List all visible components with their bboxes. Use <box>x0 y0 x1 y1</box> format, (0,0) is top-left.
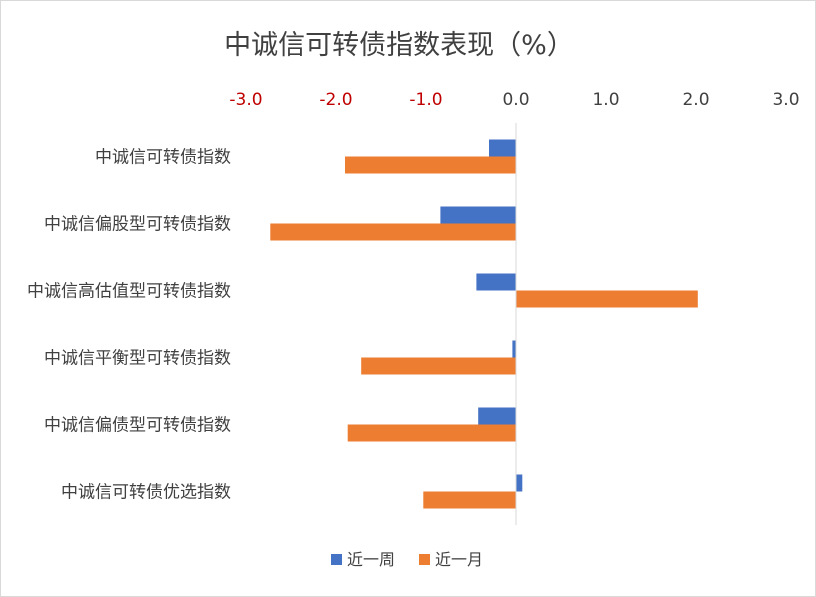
legend-label: 近一月 <box>435 550 483 569</box>
bar-week <box>512 340 516 358</box>
bar-week <box>489 139 516 157</box>
legend-label: 近一周 <box>347 550 395 569</box>
x-tick-label: -3.0 <box>229 90 262 110</box>
bar-month <box>270 223 516 241</box>
bar-month <box>345 156 516 174</box>
x-tick-label: 3.0 <box>772 90 799 110</box>
x-tick-label: -2.0 <box>319 90 352 110</box>
bars <box>270 139 698 509</box>
category-label: 中诚信平衡型可转债指数 <box>44 349 231 369</box>
x-tick-label: 1.0 <box>592 90 619 110</box>
category-label: 中诚信高估值型可转债指数 <box>27 282 231 302</box>
category-labels: 中诚信可转债指数中诚信偏股型可转债指数中诚信高估值型可转债指数中诚信平衡型可转债… <box>27 148 231 503</box>
bar-month <box>347 424 516 442</box>
bar-week <box>478 407 516 425</box>
x-tick-label: -1.0 <box>409 90 442 110</box>
bar-month <box>423 491 516 509</box>
bar-week <box>440 206 516 224</box>
category-label: 中诚信可转债优选指数 <box>61 483 231 503</box>
category-label: 中诚信偏债型可转债指数 <box>44 416 231 436</box>
legend-swatch <box>331 554 342 565</box>
bar-week <box>516 474 523 492</box>
legend: 近一周 近一月 <box>331 550 483 569</box>
bar-month <box>361 357 516 375</box>
chart-title: 中诚信可转债指数表现（%） <box>224 30 574 61</box>
category-label: 中诚信可转债指数 <box>95 148 231 168</box>
x-axis-ticks: -3.0 -2.0 -1.0 0.0 1.0 2.0 3.0 <box>229 90 799 110</box>
bar-month <box>516 290 698 308</box>
legend-swatch <box>419 554 430 565</box>
x-tick-label: 0.0 <box>502 90 529 110</box>
category-label: 中诚信偏股型可转债指数 <box>44 215 231 235</box>
x-tick-label: 2.0 <box>682 90 709 110</box>
bar-week <box>476 273 516 291</box>
